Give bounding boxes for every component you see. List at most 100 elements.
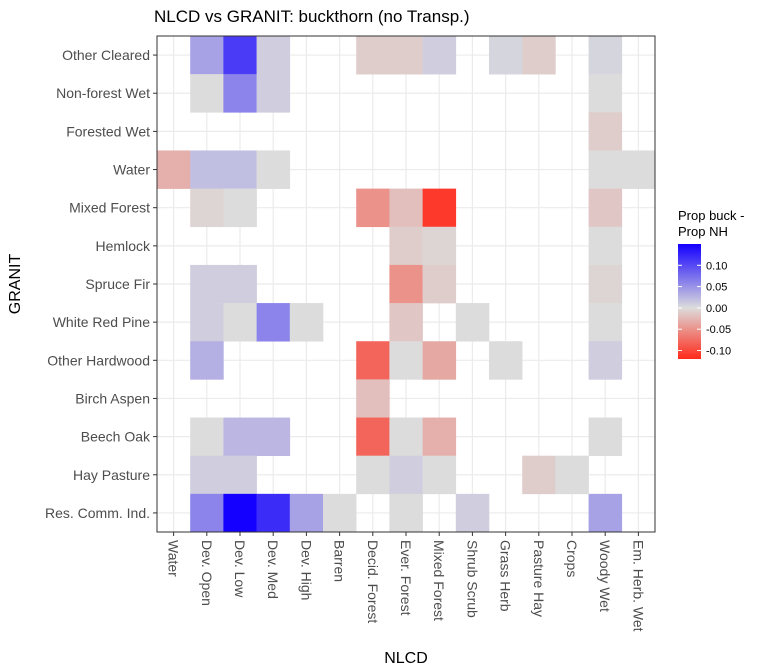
heatmap-cell bbox=[256, 493, 291, 533]
heatmap-cell bbox=[489, 341, 523, 380]
x-tick-label: Dev. High bbox=[298, 540, 314, 600]
heatmap-cell bbox=[588, 74, 623, 113]
y-tick-label: Forested Wet bbox=[66, 123, 150, 139]
heatmap-cell bbox=[190, 150, 224, 189]
heatmap-cell bbox=[588, 112, 623, 151]
heatmap-cell bbox=[422, 188, 457, 228]
heatmap-cell bbox=[223, 36, 257, 75]
y-tick-label: Hemlock bbox=[96, 238, 151, 254]
heatmap-cell bbox=[356, 417, 390, 456]
y-tick-label: Hay Pasture bbox=[73, 467, 150, 483]
heatmap-cell bbox=[555, 455, 589, 495]
x-tick-label: Grass Herb bbox=[498, 540, 514, 612]
x-tick-label: Dev. Med bbox=[265, 540, 281, 599]
y-tick-label: Birch Aspen bbox=[75, 390, 150, 406]
y-tick-label: Res. Comm. Ind. bbox=[45, 505, 150, 521]
y-tick-label: Water bbox=[113, 162, 150, 178]
heatmap-cell bbox=[190, 303, 224, 342]
heatmap-cell bbox=[389, 36, 423, 75]
heatmap-cell bbox=[389, 226, 423, 266]
heatmap-cell bbox=[256, 36, 291, 75]
heatmap-cell bbox=[422, 264, 457, 304]
y-tick-label: Other Hardwood bbox=[47, 352, 150, 368]
x-tick-label: Dev. Open bbox=[199, 540, 215, 606]
heatmap-cell bbox=[190, 417, 224, 456]
x-tick-label: Water bbox=[166, 540, 182, 577]
heatmap-cell bbox=[223, 303, 257, 342]
x-tick-label: Mixed Forest bbox=[431, 540, 447, 621]
heatmap-cell bbox=[190, 188, 224, 228]
heatmap-cell bbox=[256, 74, 291, 113]
heatmap-cell bbox=[356, 379, 390, 418]
heatmap-cell bbox=[190, 341, 224, 380]
heatmap-cell bbox=[588, 264, 623, 304]
heatmap-cell bbox=[223, 417, 257, 456]
legend-ticks: 0.10 0.05 0.00 -0.05 -0.10 bbox=[678, 260, 731, 357]
legend-title-line-2: Prop NH bbox=[678, 224, 728, 239]
heatmap-cell bbox=[389, 493, 423, 533]
y-tick-label: Other Cleared bbox=[62, 47, 150, 63]
x-axis-title: NLCD bbox=[384, 650, 428, 667]
legend-tick-label: 0.05 bbox=[706, 282, 727, 294]
heatmap-cell bbox=[455, 303, 490, 342]
y-tick-label: Non-forest Wet bbox=[56, 85, 150, 101]
heatmap-cell bbox=[356, 36, 390, 75]
x-tick-label: Ever. Forest bbox=[398, 540, 414, 616]
heatmap-cell bbox=[190, 74, 224, 113]
heatmap-cell bbox=[389, 341, 423, 380]
heatmap-cells bbox=[157, 36, 656, 533]
heatmap-cell bbox=[223, 455, 257, 495]
heatmap-cell bbox=[256, 303, 291, 342]
x-tick-label: Pasture Hay bbox=[531, 540, 547, 617]
legend-colorbar bbox=[678, 244, 701, 359]
legend-tick-label: -0.05 bbox=[706, 324, 731, 336]
x-tick-label: Crops bbox=[564, 540, 580, 577]
plot-panel bbox=[156, 35, 656, 533]
heatmap-cell bbox=[223, 150, 257, 189]
heatmap-cell bbox=[422, 417, 457, 456]
heatmap-cell bbox=[223, 493, 257, 533]
heatmap-cell bbox=[522, 455, 556, 495]
x-tick-label: Dev. Low bbox=[232, 540, 248, 598]
heatmap-cell bbox=[422, 226, 457, 266]
legend-tick-label: -0.10 bbox=[706, 345, 731, 357]
heatmap-cell bbox=[256, 417, 291, 456]
heatmap-cell bbox=[389, 188, 423, 228]
x-tick-label: Barren bbox=[332, 540, 348, 582]
y-tick-label: Beech Oak bbox=[81, 429, 151, 445]
heatmap-cell bbox=[223, 74, 257, 113]
heatmap-cell bbox=[422, 341, 457, 380]
legend: Prop buck - Prop NH 0.10 0.05 0.00 -0.05 -0.… bbox=[678, 208, 744, 359]
heatmap-cell bbox=[190, 264, 224, 304]
heatmap-cell bbox=[422, 455, 457, 495]
heatmap-cell bbox=[422, 36, 457, 75]
heatmap-cell bbox=[356, 341, 390, 380]
legend-tick-label: 0.10 bbox=[706, 260, 727, 272]
heatmap-cell bbox=[256, 150, 291, 189]
heatmap-cell bbox=[588, 226, 623, 266]
heatmap-cell bbox=[323, 493, 357, 533]
y-tick-label: White Red Pine bbox=[53, 314, 150, 330]
heatmap-cell bbox=[621, 150, 656, 189]
legend-tick-label: 0.00 bbox=[706, 303, 727, 315]
heatmap-cell bbox=[223, 264, 257, 304]
heatmap-cell bbox=[356, 455, 390, 495]
heatmap-cell bbox=[223, 188, 257, 228]
x-tick-label: Decid. Forest bbox=[365, 540, 381, 623]
y-tick-label: Mixed Forest bbox=[69, 200, 150, 216]
heatmap-cell bbox=[489, 36, 523, 75]
heatmap-cell bbox=[289, 493, 324, 533]
x-tick-label: Shrub Scrub bbox=[464, 540, 480, 618]
heatmap-cell bbox=[190, 36, 224, 75]
legend-title-line-1: Prop buck - bbox=[678, 208, 744, 223]
heatmap-cell bbox=[190, 493, 224, 533]
heatmap-cell bbox=[588, 150, 623, 189]
heatmap-cell bbox=[389, 264, 423, 304]
heatmap-cell bbox=[588, 341, 623, 380]
heatmap-cell bbox=[588, 303, 623, 342]
heatmap-cell bbox=[157, 150, 191, 189]
y-axis: Other Cleared Non-forest Wet Forested Wet W… bbox=[45, 47, 157, 521]
heatmap-cell bbox=[522, 36, 556, 75]
heatmap-cell bbox=[190, 455, 224, 495]
